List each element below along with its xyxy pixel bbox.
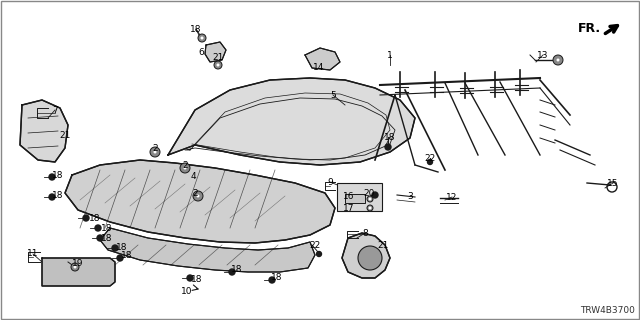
Bar bbox=[337, 183, 382, 211]
Text: 2: 2 bbox=[152, 143, 158, 153]
Circle shape bbox=[187, 275, 193, 281]
Circle shape bbox=[385, 144, 391, 150]
Circle shape bbox=[369, 206, 371, 210]
Circle shape bbox=[216, 63, 220, 67]
Text: 20: 20 bbox=[364, 188, 374, 197]
Text: TRW4B3700: TRW4B3700 bbox=[580, 306, 635, 315]
Circle shape bbox=[150, 147, 160, 157]
Text: 18: 18 bbox=[190, 25, 202, 34]
Circle shape bbox=[193, 191, 203, 201]
Text: 18: 18 bbox=[52, 171, 64, 180]
Text: 18: 18 bbox=[116, 243, 128, 252]
Circle shape bbox=[117, 255, 123, 261]
Circle shape bbox=[358, 246, 382, 270]
Circle shape bbox=[269, 277, 275, 283]
Text: 14: 14 bbox=[314, 62, 324, 71]
Text: 18: 18 bbox=[191, 276, 203, 284]
Text: 2: 2 bbox=[192, 188, 198, 197]
Circle shape bbox=[214, 61, 222, 69]
Polygon shape bbox=[168, 78, 415, 165]
Text: 12: 12 bbox=[446, 193, 458, 202]
Polygon shape bbox=[205, 42, 226, 62]
Text: 17: 17 bbox=[343, 204, 355, 212]
Text: 22: 22 bbox=[309, 241, 321, 250]
Circle shape bbox=[428, 159, 433, 164]
Circle shape bbox=[49, 194, 55, 200]
Circle shape bbox=[180, 163, 190, 173]
Polygon shape bbox=[42, 258, 115, 286]
Text: 18: 18 bbox=[101, 223, 113, 233]
Circle shape bbox=[154, 150, 157, 154]
Text: 5: 5 bbox=[330, 91, 336, 100]
Text: 21: 21 bbox=[60, 131, 70, 140]
Text: 9: 9 bbox=[327, 178, 333, 187]
Circle shape bbox=[367, 205, 373, 211]
Circle shape bbox=[372, 192, 378, 198]
Text: 7: 7 bbox=[52, 106, 58, 115]
Circle shape bbox=[112, 245, 118, 251]
Text: 18: 18 bbox=[384, 132, 396, 141]
Polygon shape bbox=[20, 100, 68, 162]
Text: 22: 22 bbox=[424, 154, 436, 163]
Text: 18: 18 bbox=[89, 213, 100, 222]
Circle shape bbox=[200, 36, 204, 39]
Polygon shape bbox=[342, 233, 390, 278]
Text: FR.: FR. bbox=[578, 21, 601, 35]
Bar bbox=[345, 194, 365, 203]
Circle shape bbox=[95, 225, 101, 231]
Text: 4: 4 bbox=[190, 172, 196, 180]
Text: 18: 18 bbox=[231, 266, 243, 275]
Circle shape bbox=[557, 59, 559, 61]
Circle shape bbox=[229, 269, 235, 275]
Circle shape bbox=[49, 174, 55, 180]
Text: 11: 11 bbox=[28, 250, 39, 259]
Text: 18: 18 bbox=[271, 274, 283, 283]
Text: 19: 19 bbox=[72, 259, 84, 268]
Text: 13: 13 bbox=[537, 51, 548, 60]
Text: 3: 3 bbox=[407, 191, 413, 201]
Text: 6: 6 bbox=[198, 47, 204, 57]
Circle shape bbox=[71, 263, 79, 271]
Circle shape bbox=[97, 235, 103, 241]
Text: 10: 10 bbox=[181, 287, 193, 297]
Circle shape bbox=[74, 266, 77, 268]
Text: 18: 18 bbox=[101, 234, 113, 243]
Circle shape bbox=[198, 34, 206, 42]
Text: 16: 16 bbox=[343, 191, 355, 201]
Polygon shape bbox=[305, 48, 340, 70]
Text: 21: 21 bbox=[212, 52, 224, 61]
Text: 18: 18 bbox=[52, 190, 64, 199]
Circle shape bbox=[367, 196, 373, 202]
Text: 2: 2 bbox=[182, 161, 188, 170]
Circle shape bbox=[317, 252, 321, 257]
Circle shape bbox=[83, 215, 89, 221]
Text: 15: 15 bbox=[607, 179, 619, 188]
Circle shape bbox=[184, 166, 186, 170]
Text: 21: 21 bbox=[378, 241, 388, 250]
Circle shape bbox=[553, 55, 563, 65]
Circle shape bbox=[369, 197, 371, 201]
Polygon shape bbox=[65, 160, 335, 243]
Polygon shape bbox=[100, 228, 315, 272]
Text: 8: 8 bbox=[362, 228, 368, 237]
Circle shape bbox=[196, 195, 200, 197]
Text: 1: 1 bbox=[387, 51, 393, 60]
Text: 18: 18 bbox=[121, 252, 132, 260]
